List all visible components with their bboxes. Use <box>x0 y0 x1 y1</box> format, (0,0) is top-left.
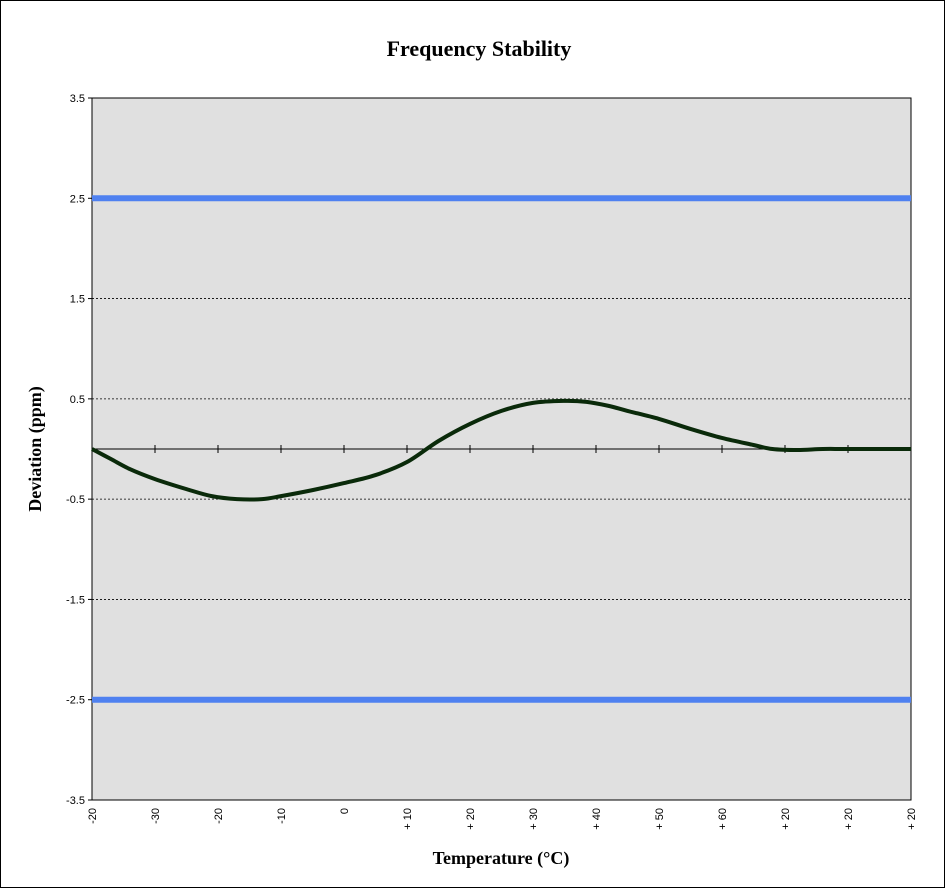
y-tick-label: 3.5 <box>70 93 85 105</box>
x-tick-label: -10 <box>276 808 288 824</box>
x-tick-label: + 30 <box>528 808 540 830</box>
y-tick-label: 1.5 <box>70 294 85 306</box>
y-tick-label: 0.5 <box>70 394 85 406</box>
x-tick-label: -20 <box>213 808 225 824</box>
plot-area: 3.52.51.50.5-0.5-1.5-2.5-3.5-20 -30 -20 -10… <box>66 93 918 830</box>
x-tick-label: 0 <box>339 808 351 814</box>
x-tick-label: + 20 <box>780 808 792 830</box>
x-axis-title: Temperature (°C) <box>433 848 570 869</box>
x-tick-label: + 60 <box>717 808 729 830</box>
x-tick-label: + 50 <box>654 808 666 830</box>
x-tick-label: -20 <box>87 808 99 824</box>
y-tick-label: -3.5 <box>66 795 85 807</box>
y-tick-label: 2.5 <box>70 193 85 205</box>
x-tick-label: + 20 <box>465 808 477 830</box>
x-tick-label: + 10 <box>402 808 414 830</box>
y-axis-title: Deviation (ppm) <box>25 386 46 512</box>
x-tick-label: + 40 <box>591 808 603 830</box>
y-tick-label: -1.5 <box>66 594 85 606</box>
y-tick-label: -2.5 <box>66 695 85 707</box>
deviation-curve <box>91 398 911 502</box>
chart-title: Frequency Stability <box>387 36 572 61</box>
x-tick-label: -30 <box>150 808 162 824</box>
y-tick-label: -0.5 <box>66 494 85 506</box>
x-tick-label: + 20 <box>906 808 918 830</box>
x-tick-label: + 20 <box>843 808 855 830</box>
